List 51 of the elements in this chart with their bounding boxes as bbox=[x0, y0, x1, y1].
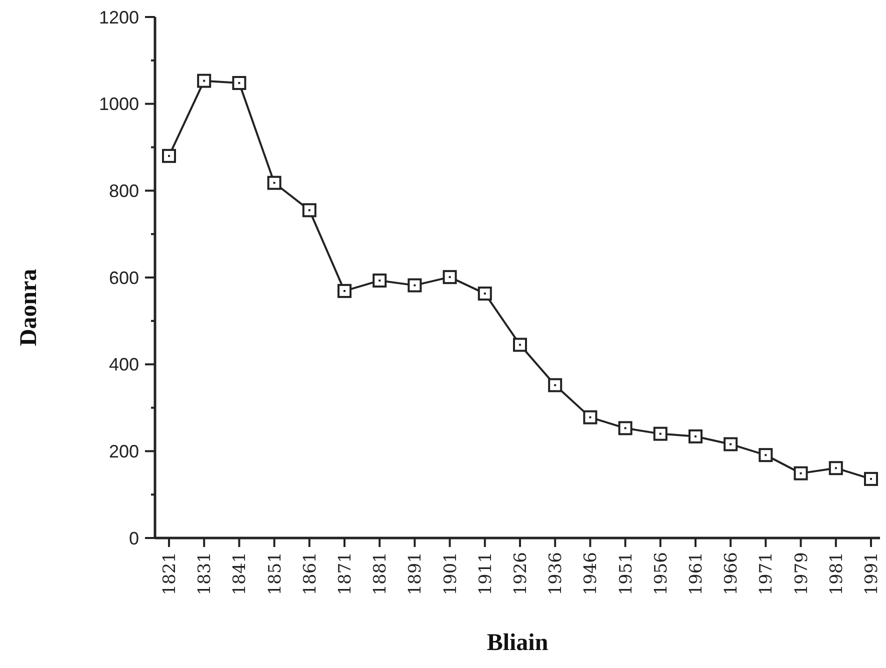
x-tick-label: 1979 bbox=[792, 552, 812, 596]
y-tick-label: 1200 bbox=[98, 7, 139, 28]
x-tick-label: 1991 bbox=[862, 552, 882, 596]
point bbox=[442, 270, 457, 284]
point bbox=[618, 421, 632, 436]
point bbox=[197, 74, 212, 88]
point bbox=[267, 176, 282, 190]
x-tick-label: 1851 bbox=[265, 552, 286, 596]
point bbox=[548, 378, 562, 392]
x-tick-label: 1936 bbox=[546, 552, 566, 596]
point bbox=[513, 338, 527, 352]
point bbox=[724, 437, 738, 452]
point bbox=[758, 448, 773, 462]
y-tick-label: 400 bbox=[108, 354, 139, 375]
x-tick-label: 1971 bbox=[756, 552, 777, 596]
x-tick-label: 1956 bbox=[651, 552, 672, 596]
y-tick-label: 1000 bbox=[98, 94, 139, 114]
y-tick-label: 600 bbox=[108, 268, 139, 288]
point bbox=[408, 278, 422, 292]
x-tick-label: 1966 bbox=[722, 552, 742, 596]
x-tick-label: 1981 bbox=[826, 552, 847, 596]
x-tick-label: 1831 bbox=[195, 552, 216, 596]
x-tick-label: 1891 bbox=[406, 552, 426, 596]
x-tick-label: 1861 bbox=[300, 552, 320, 596]
x-axis-title: Bliain bbox=[486, 630, 548, 656]
y-tick-label: 200 bbox=[108, 441, 139, 462]
point bbox=[372, 274, 387, 288]
point bbox=[828, 461, 843, 476]
x-tick-label: 1881 bbox=[370, 552, 391, 596]
point bbox=[794, 466, 808, 480]
y-tick-label: 800 bbox=[108, 180, 139, 201]
x-tick-label: 1901 bbox=[440, 552, 461, 596]
point bbox=[688, 429, 702, 444]
point bbox=[864, 472, 878, 486]
x-tick-label: 1821 bbox=[160, 552, 180, 596]
point bbox=[583, 410, 598, 424]
point bbox=[162, 148, 176, 163]
point bbox=[302, 203, 316, 218]
y-tick-label: 0 bbox=[128, 528, 139, 548]
point bbox=[478, 286, 492, 301]
x-tick-label: 1961 bbox=[686, 552, 706, 596]
point bbox=[232, 76, 246, 90]
y-axis-title: Daonra bbox=[16, 268, 42, 346]
x-tick-label: 1871 bbox=[336, 552, 356, 596]
x-tick-label: 1911 bbox=[476, 552, 496, 596]
x-tick-label: 1951 bbox=[616, 552, 636, 596]
point bbox=[338, 284, 352, 298]
point bbox=[653, 426, 668, 441]
x-tick-label: 1946 bbox=[581, 552, 602, 596]
x-tick-label: 1841 bbox=[230, 552, 250, 596]
x-tick-label: 1926 bbox=[511, 552, 531, 596]
